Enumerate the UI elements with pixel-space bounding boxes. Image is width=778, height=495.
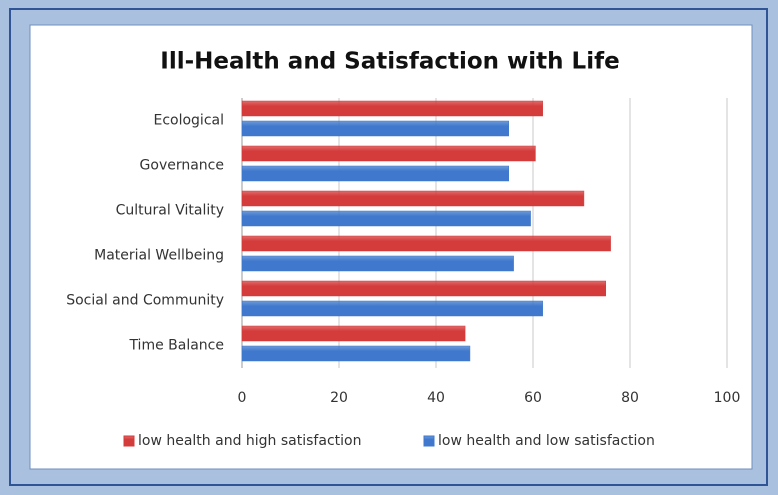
x-tick-label: 80 bbox=[621, 390, 639, 406]
y-tick-label: Ecological bbox=[153, 113, 224, 129]
bar bbox=[241, 190, 585, 207]
y-tick-label: Governance bbox=[140, 158, 224, 174]
y-tick-label: Cultural Vitality bbox=[116, 203, 224, 219]
x-tick-label: 20 bbox=[330, 390, 348, 406]
bar bbox=[241, 325, 466, 342]
bar bbox=[241, 300, 543, 317]
legend-label: low health and low satisfaction bbox=[438, 433, 655, 449]
x-tick-label: 60 bbox=[524, 390, 542, 406]
bar bbox=[241, 210, 531, 227]
chart-title: Ill-Health and Satisfaction with Life bbox=[160, 49, 619, 75]
legend-swatch bbox=[423, 435, 435, 447]
bar bbox=[241, 165, 509, 182]
legend-swatch bbox=[123, 435, 135, 447]
bar bbox=[241, 280, 606, 297]
bar bbox=[241, 100, 543, 117]
x-tick-label: 0 bbox=[238, 390, 247, 406]
x-tick-label: 100 bbox=[714, 390, 741, 406]
bar bbox=[241, 255, 514, 272]
x-tick-label: 40 bbox=[427, 390, 445, 406]
y-tick-label: Material Wellbeing bbox=[94, 248, 224, 264]
legend-label: low health and high satisfaction bbox=[138, 433, 361, 449]
bar bbox=[241, 345, 471, 362]
bar bbox=[241, 120, 509, 137]
y-tick-label: Social and Community bbox=[66, 293, 224, 309]
bar bbox=[241, 235, 611, 252]
bar bbox=[241, 145, 536, 162]
y-tick-label: Time Balance bbox=[128, 338, 224, 354]
